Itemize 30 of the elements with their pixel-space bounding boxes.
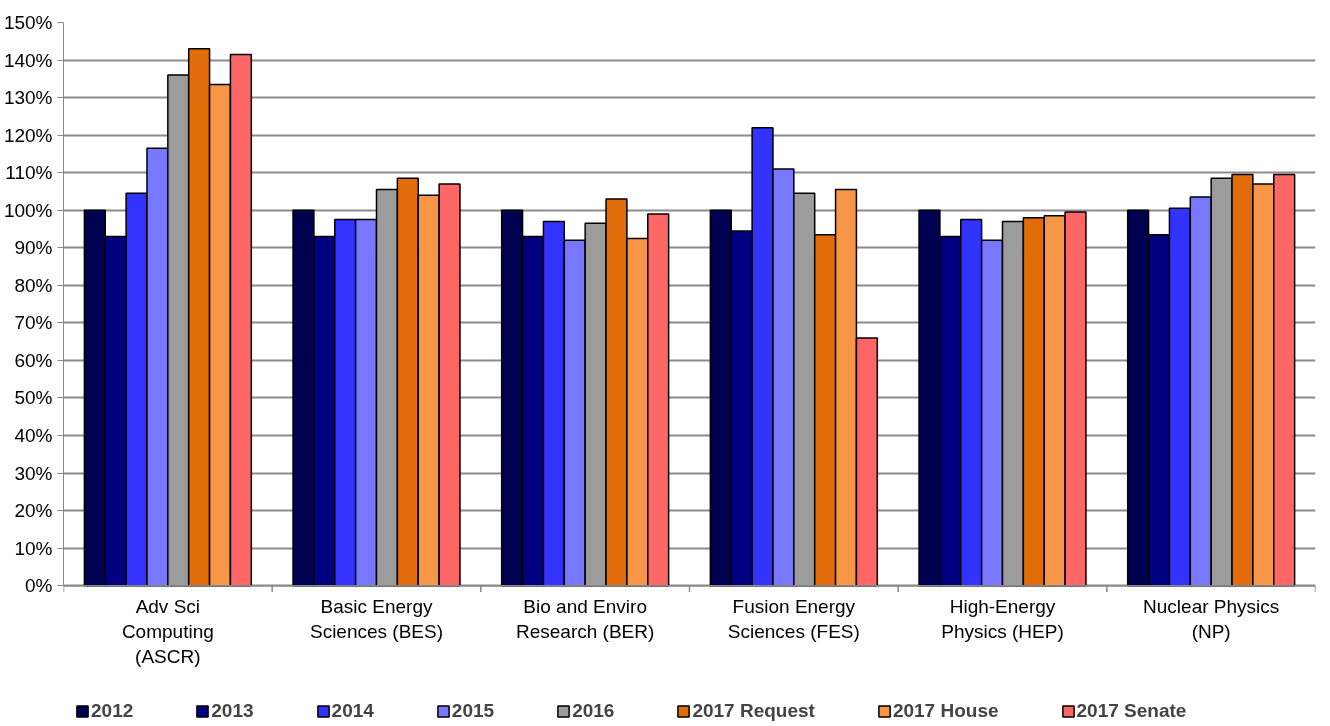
y-tick-label: 130% [3,87,53,109]
y-tick-label: 40% [14,425,53,447]
x-tick-label: Basic Energy Sciences (BES) [309,595,444,643]
y-tick-label: 150% [3,12,53,33]
y-tick-label: 50% [14,387,53,409]
legend-label: 2017 Senate [1076,700,1187,722]
y-tick-label: 100% [3,199,53,221]
x-tick-label: Adv Sci Computing (ASCR) [121,595,214,668]
x-tick-label: Nuclear Physics (NP) [1143,595,1280,643]
legend-label: 2015 [451,700,495,722]
y-tick-label: 70% [14,312,53,334]
y-tick-label: 110% [5,162,53,184]
x-tick-label: Fusion Energy Sciences (FES) [727,595,860,643]
legend-label: 2013 [211,700,254,722]
y-tick-label: 60% [14,349,53,371]
legend-label: 2014 [331,700,374,722]
y-tick-label: 120% [3,124,53,146]
legend-label: 2016 [572,700,615,722]
y-tick-label: 90% [14,237,53,259]
legend-label: 2017 Request [692,700,815,722]
x-tick-label: Bio and Enviro Research (BER) [516,595,655,643]
y-tick-label: 20% [14,500,53,522]
legend-label: 2012 [91,700,134,722]
legend-label: 2017 House [892,700,999,722]
y-tick-label: 80% [14,274,53,296]
y-tick-label: 0% [25,575,53,597]
y-tick-label: 10% [14,537,53,559]
y-tick-label: 140% [3,49,53,71]
x-tick-label: High-Energy Physics (HEP) [941,595,1064,643]
y-tick-label: 30% [14,462,53,484]
